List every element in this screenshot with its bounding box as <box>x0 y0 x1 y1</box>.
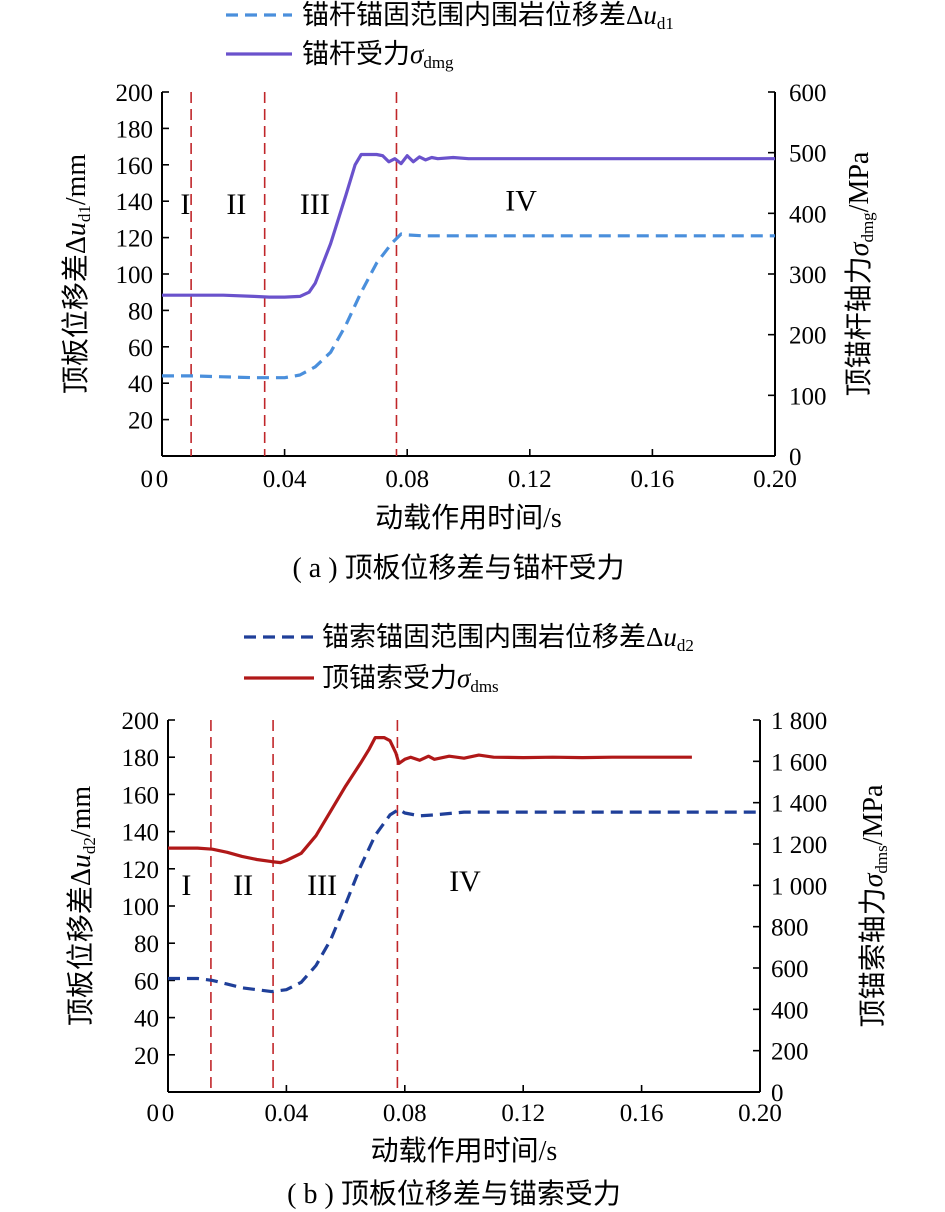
y-left-tick-label: 120 <box>116 226 154 253</box>
x-tick-label: 0.12 <box>508 466 552 493</box>
y-left-tick-label: 40 <box>128 371 153 398</box>
origin-label: 0 <box>147 1100 160 1127</box>
y-left-tick-label: 200 <box>122 708 160 735</box>
phase-label: IV <box>449 865 481 898</box>
y-left-axis-title: 顶板位移差Δud1/mm <box>60 154 94 395</box>
y-left-axis-title: 顶板位移差Δud2/mm <box>65 786 99 1027</box>
y-right-tick-label: 1 200 <box>771 832 827 859</box>
legend-label-0: 锚索锚固范围内围岩位移差Δud2 <box>322 622 694 655</box>
y-left-tick-label: 80 <box>134 931 159 958</box>
phase-label: III <box>307 869 337 902</box>
y-left-tick-label: 60 <box>128 335 153 362</box>
x-tick-label: 0 <box>162 1100 175 1127</box>
y-right-tick-label: 1 600 <box>771 749 827 776</box>
x-tick-label: 0.04 <box>265 1100 309 1127</box>
y-left-tick-label: 180 <box>122 745 160 772</box>
y-right-tick-label: 0 <box>789 444 802 471</box>
chart-a: 0 0.04 0.08 0.12 0.16 0.20 20 40 60 80 100 120 140 16… <box>60 0 877 584</box>
y-right-tick-label: 0 <box>771 1080 784 1107</box>
y-left-tick-label: 200 <box>116 80 154 107</box>
y-right-tick-label: 200 <box>771 1039 809 1066</box>
y-left-tick-label: 120 <box>122 857 160 884</box>
y-left-tick-label: 40 <box>134 1006 159 1033</box>
y-right-tick-label: 500 <box>789 141 827 168</box>
y-left-tick-label: 80 <box>128 298 153 325</box>
y-right-tick-label: 200 <box>789 323 827 350</box>
y-left-tick-label: 160 <box>122 782 160 809</box>
force-series-line <box>168 735 692 865</box>
y-right-axis-title: 顶锚索轴力σdms/MPa <box>857 784 891 1027</box>
x-tick-label: 0.16 <box>620 1100 664 1127</box>
phase-label: II <box>226 188 246 221</box>
x-axis-title: 动载作用时间/s <box>375 502 562 534</box>
x-tick-label: 0.08 <box>383 1100 427 1127</box>
y-left-tick-label: 180 <box>116 116 154 143</box>
y-right-tick-label: 100 <box>789 383 827 410</box>
x-tick-label: 0.16 <box>631 466 675 493</box>
y-right-tick-label: 400 <box>771 997 809 1024</box>
x-tick-label: 0.04 <box>263 466 307 493</box>
y-right-tick-label: 300 <box>789 262 827 289</box>
x-tick-label: 0 <box>156 466 169 493</box>
y-left-tick-label: 20 <box>128 408 153 435</box>
phase-label: I <box>180 188 190 221</box>
y-left-tick-label: 60 <box>134 968 159 995</box>
x-tick-label: 0.20 <box>753 466 797 493</box>
figure-caption: ( a ) 顶板位移差与锚杆受力 <box>292 552 624 584</box>
x-axis-title: 动载作用时间/s <box>371 1135 558 1167</box>
y-left-tick-label: 140 <box>122 820 160 847</box>
legend-label-0: 锚杆锚固范围内围岩位移差Δud1 <box>302 0 674 33</box>
x-tick-label: 0.12 <box>501 1100 545 1127</box>
y-left-tick-label: 140 <box>116 189 154 216</box>
chart-b: 0 0.04 0.08 0.12 0.16 0.20 20 40 60 80 100 120 140 16… <box>65 622 891 1210</box>
displacement-series-line <box>162 232 775 380</box>
y-right-tick-label: 1 000 <box>771 873 827 900</box>
y-right-tick-label: 600 <box>771 956 809 983</box>
x-tick-label: 0.20 <box>738 1100 782 1127</box>
phase-label: III <box>300 188 330 221</box>
y-right-tick-label: 600 <box>789 80 827 107</box>
phase-label: II <box>233 869 253 902</box>
y-right-tick-label: 800 <box>771 915 809 942</box>
legend-label-1: 锚杆受力σdmg <box>302 39 454 72</box>
y-left-tick-label: 20 <box>134 1043 159 1070</box>
y-right-axis-title: 顶锚杆轴力σdmg/MPa <box>843 151 877 396</box>
y-left-tick-label: 160 <box>116 153 154 180</box>
origin-label: 0 <box>141 466 154 493</box>
y-right-tick-label: 1 800 <box>771 708 827 735</box>
figure-caption: ( b ) 顶板位移差与锚索受力 <box>287 1178 621 1210</box>
y-left-tick-label: 100 <box>122 894 160 921</box>
phase-label: I <box>181 869 191 902</box>
y-left-tick-label: 100 <box>116 262 154 289</box>
force-series-line <box>162 152 775 299</box>
phase-label: IV <box>505 184 537 217</box>
y-right-tick-label: 400 <box>789 201 827 228</box>
displacement-series-line <box>168 807 760 994</box>
legend-label-1: 顶锚索受力σdms <box>322 663 499 696</box>
x-tick-label: 0.08 <box>385 466 429 493</box>
y-right-tick-label: 1 400 <box>771 791 827 818</box>
